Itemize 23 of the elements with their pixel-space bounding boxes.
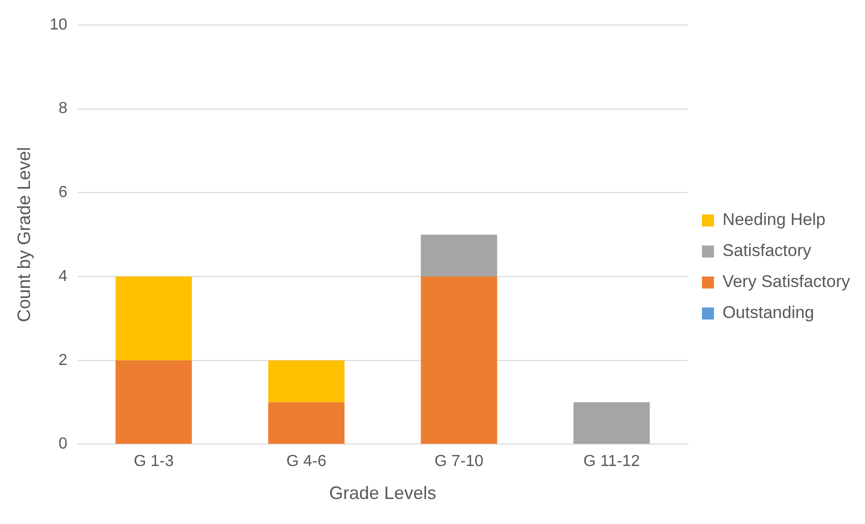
- y-tick-label: 10: [50, 16, 68, 34]
- bar: [420, 234, 498, 277]
- x-axis-title: Grade Levels: [329, 483, 436, 504]
- y-tick-label: 2: [58, 352, 68, 369]
- y-tick-label: 6: [58, 184, 68, 202]
- bar: [268, 360, 345, 402]
- legend-label: Needing Help: [722, 210, 826, 230]
- y-tick-label: 0: [58, 436, 68, 453]
- x-tick-label: G 11-12: [583, 453, 640, 470]
- y-tick-label: 4: [58, 268, 68, 285]
- bar: [573, 402, 650, 444]
- bar: [116, 360, 192, 444]
- y-axis-title: Count by Grade Level: [14, 147, 34, 322]
- legend-label: Outstanding: [722, 303, 814, 322]
- bar: [116, 276, 192, 360]
- x-tick-label: G 4-6: [286, 453, 326, 470]
- legend-label: Very Satisfactory: [722, 272, 850, 292]
- x-tick-label: G 1-3: [134, 453, 174, 470]
- bar: [420, 276, 498, 444]
- x-tick-label: G 7-10: [434, 453, 484, 470]
- legend-label: Satisfactory: [722, 241, 812, 260]
- bar: [268, 402, 345, 444]
- y-tick-label: 8: [58, 100, 68, 118]
